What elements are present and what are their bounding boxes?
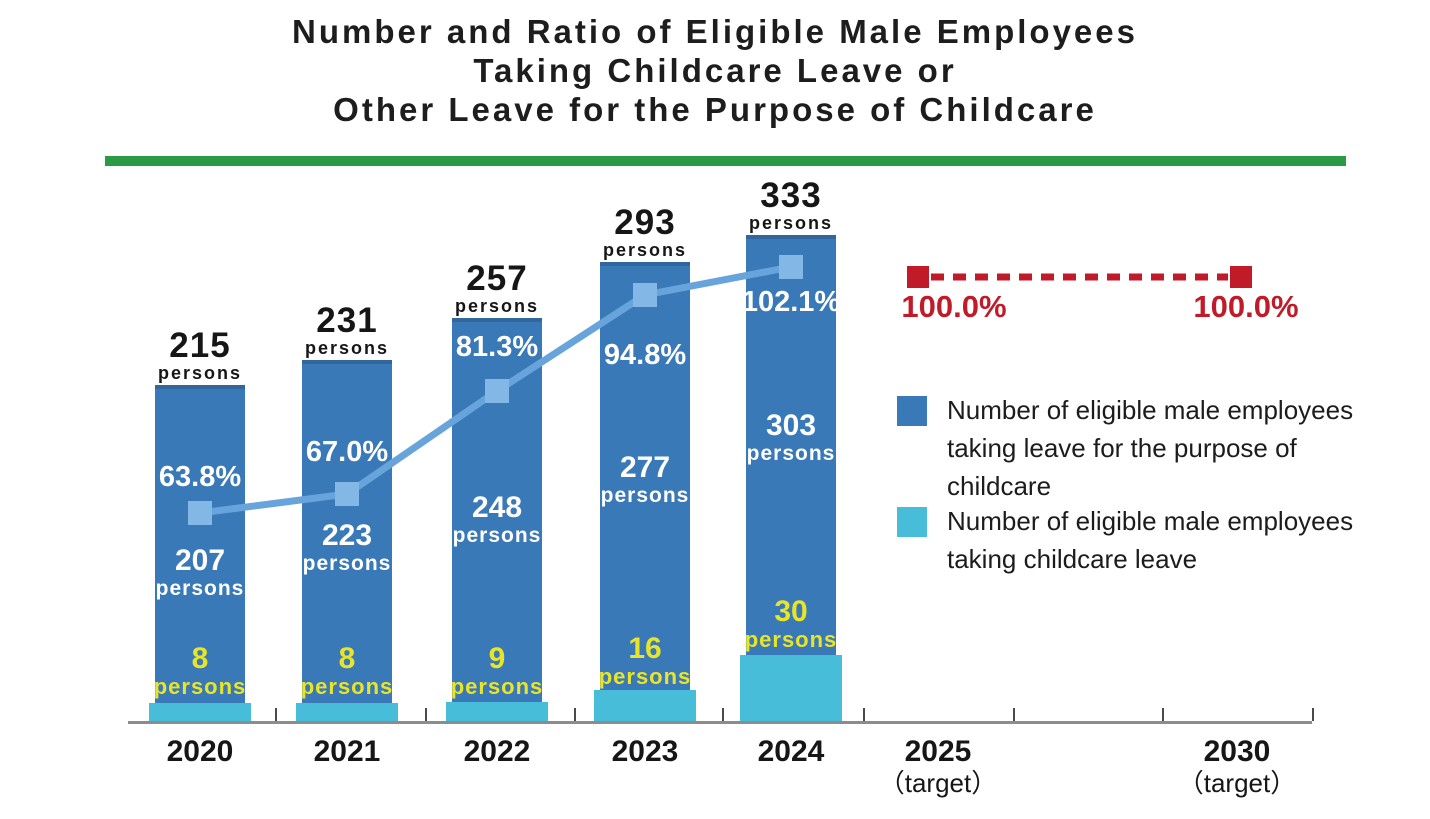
bar-ratio-label: 102.1% xyxy=(741,286,841,318)
legend-label-other-leave: Number of eligible male employees taking… xyxy=(947,391,1353,505)
bar-total-unit: persons xyxy=(602,240,688,260)
legend-label-line: taking leave for the purpose of xyxy=(947,433,1297,463)
bar-childcare-leave-count-label: 16 persons xyxy=(570,632,720,689)
x-axis-target-sublabel-2025: （target） xyxy=(878,768,998,798)
x-axis-tick xyxy=(1162,708,1164,721)
bar-other-leave-count-unit: persons xyxy=(155,577,245,600)
x-axis-tick xyxy=(1013,708,1015,721)
bar-childcare-leave-count-label: 8 persons xyxy=(125,642,275,699)
bar-other-leave-count-label: 303 persons xyxy=(716,410,866,466)
legend-label-line: childcare xyxy=(947,471,1052,501)
bar-other-leave-count-label: 277 persons xyxy=(570,452,720,508)
target-marker xyxy=(907,266,929,288)
legend-label-line: taking childcare leave xyxy=(947,544,1198,574)
x-axis-tick xyxy=(275,708,277,721)
bar-other-leave-count-unit: persons xyxy=(452,524,542,547)
target-marker xyxy=(1230,266,1252,288)
legend-label-line: Number of eligible male employees xyxy=(947,395,1354,425)
x-axis-tick xyxy=(863,708,865,721)
bar-total-label: 215 persons xyxy=(115,328,285,384)
x-axis-year-label: 2024 xyxy=(757,735,825,768)
bar-childcare-leave-count-label: 9 persons xyxy=(422,642,572,699)
bar-childcare-leave-count-label: 8 persons xyxy=(272,642,422,699)
x-axis-year-label: 2022 xyxy=(463,735,531,768)
bar-total-unit: persons xyxy=(304,338,390,358)
bar-other-leave-count-value: 223 xyxy=(321,519,373,552)
bar-segment-childcare-leave xyxy=(740,655,842,724)
x-axis-year-label: 2023 xyxy=(611,735,679,768)
bar-ratio-label: 81.3% xyxy=(455,331,539,363)
bar-segment-childcare-leave xyxy=(446,702,548,724)
bar-other-leave-count-value: 207 xyxy=(174,544,226,577)
bar-total-value: 293 xyxy=(614,203,676,242)
bar-segment-childcare-leave xyxy=(296,703,398,724)
bar-childcare-leave-count-unit: persons xyxy=(744,627,838,652)
bar-other-leave-count-unit: persons xyxy=(746,442,836,465)
target-2025-ratio-label: 100.0% xyxy=(901,289,1007,324)
x-axis-tick xyxy=(574,708,576,721)
bar-ratio-label: 63.8% xyxy=(158,461,242,493)
x-axis-year-label-2030: 2030 xyxy=(1203,735,1271,768)
bar-childcare-leave-count-unit: persons xyxy=(300,674,394,699)
bar-childcare-leave-count-unit: persons xyxy=(153,674,247,699)
bar-childcare-leave-count-unit: persons xyxy=(598,664,692,689)
x-axis-year-label-2025: 2025 xyxy=(904,735,972,768)
bar-ratio-label: 67.0% xyxy=(305,436,389,468)
bar-other-leave-count-unit: persons xyxy=(600,484,690,507)
bar-other-leave-count-unit: persons xyxy=(302,552,392,575)
bar-total-unit: persons xyxy=(748,213,834,233)
bar-other-leave-count-value: 248 xyxy=(471,491,523,524)
bar-total-label: 231 persons xyxy=(262,303,432,359)
bar-childcare-leave-count-label: 30 persons xyxy=(716,595,866,652)
legend-label-line: Number of eligible male employees xyxy=(947,506,1354,536)
bar-childcare-leave-count-unit: persons xyxy=(450,674,544,699)
bar-other-leave-count-value: 303 xyxy=(765,409,817,442)
bar-total-label: 333 persons xyxy=(706,178,876,234)
bar-other-leave-count-label: 248 persons xyxy=(422,492,572,548)
bar-other-leave-count-label: 223 persons xyxy=(272,520,422,576)
bar-childcare-leave-count-value: 8 xyxy=(338,642,356,675)
bar-segment-childcare-leave xyxy=(594,690,696,724)
bar-total-value: 215 xyxy=(169,326,231,365)
legend-swatch-other-leave xyxy=(897,396,927,426)
target-2030-ratio-label: 100.0% xyxy=(1193,289,1299,324)
bar-childcare-leave-count-value: 9 xyxy=(488,642,506,675)
x-axis-tick xyxy=(722,708,724,721)
x-axis-year-label: 2020 xyxy=(166,735,234,768)
bar-total-unit: persons xyxy=(157,363,243,383)
bar-other-leave-count-value: 277 xyxy=(619,451,671,484)
x-axis-tick xyxy=(1312,708,1314,721)
bar-other-leave-count-label: 207 persons xyxy=(125,545,275,601)
x-axis-line xyxy=(128,721,1312,724)
bar-total-value: 231 xyxy=(316,301,378,340)
legend-swatch-childcare-leave xyxy=(897,507,927,537)
bar-total-value: 333 xyxy=(760,176,822,215)
chart-title-line-3: Other Leave for the Purpose of Childcare xyxy=(333,91,1097,128)
bar-total-unit: persons xyxy=(454,296,540,316)
x-axis-tick xyxy=(425,708,427,721)
legend-label-childcare-leave: Number of eligible male employees taking… xyxy=(947,502,1353,578)
green-divider-bar xyxy=(105,156,1346,166)
bar-childcare-leave-count-value: 30 xyxy=(774,595,808,628)
x-axis-year-label: 2021 xyxy=(313,735,381,768)
bar-childcare-leave-count-value: 16 xyxy=(628,632,662,665)
x-axis-target-sublabel-2030: （target） xyxy=(1177,768,1297,798)
bar-total-label: 257 persons xyxy=(412,261,582,317)
bar-total-label: 293 persons xyxy=(560,205,730,261)
bar-ratio-label: 94.8% xyxy=(603,339,687,371)
chart-title-line-1: Number and Ratio of Eligible Male Employ… xyxy=(292,13,1138,50)
chart-title-line-2: Taking Childcare Leave or xyxy=(473,52,957,89)
bar-total-value: 257 xyxy=(466,259,528,298)
bar-childcare-leave-count-value: 8 xyxy=(191,642,209,675)
bar-segment-childcare-leave xyxy=(149,703,251,724)
